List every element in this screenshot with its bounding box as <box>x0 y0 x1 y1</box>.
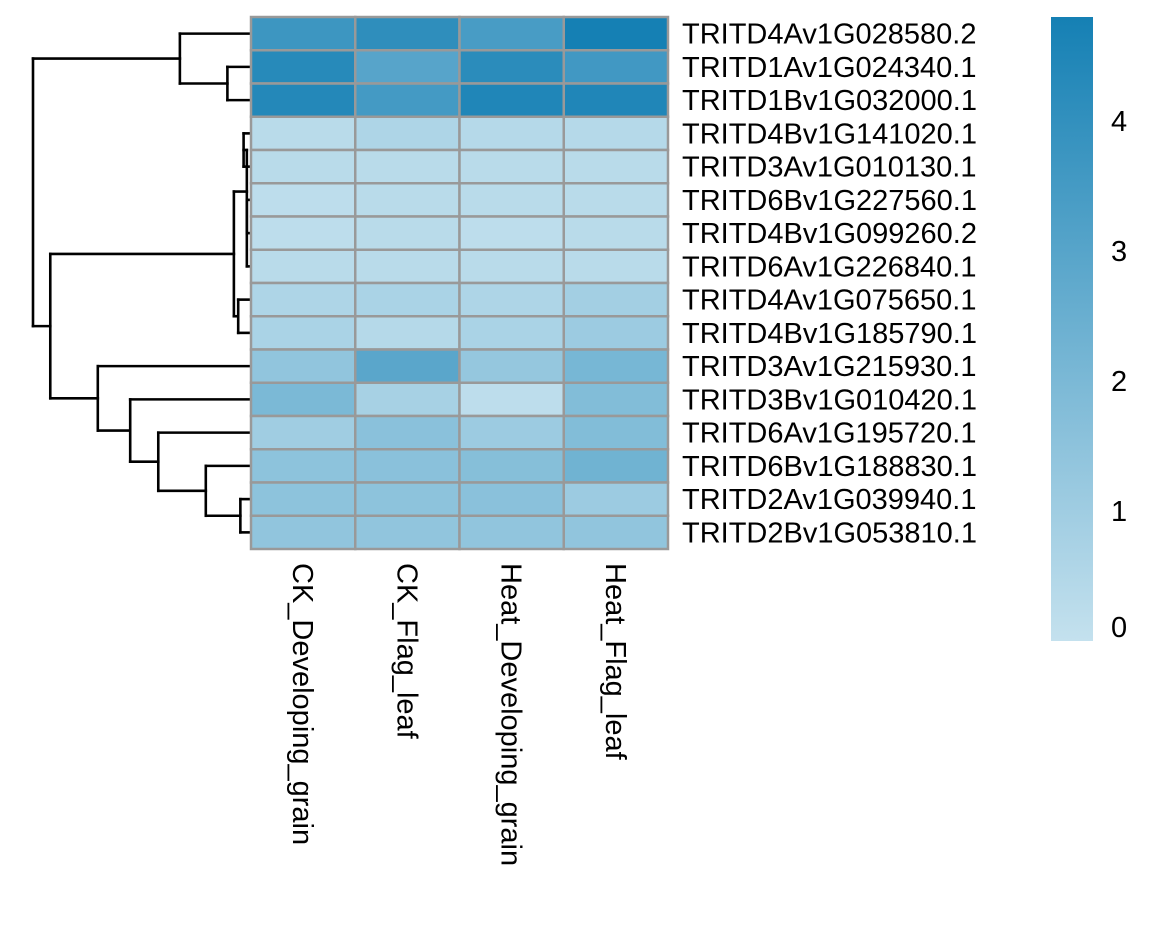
heatmap-cell <box>458 49 565 85</box>
heatmap-cell <box>458 148 565 185</box>
heatmap-cell <box>354 215 461 251</box>
heatmap-cell <box>249 281 357 318</box>
legend-color-bar <box>1051 17 1093 641</box>
heatmap-cell <box>458 115 565 152</box>
row-label: TRITD4Bv1G099260.2 <box>682 218 977 250</box>
column-labels: CK_Developing_grain CK_Flag_leaf Heat_Deve… <box>286 563 631 866</box>
row-label: TRITD4Bv1G185790.1 <box>682 318 977 350</box>
heatmap-cell <box>249 481 357 517</box>
heatmap-cell <box>249 448 357 484</box>
heatmap-cells <box>249 15 670 551</box>
heatmap-cell <box>562 481 670 517</box>
heatmap-cell <box>562 49 670 85</box>
heatmap-cell <box>562 381 670 418</box>
heatmap-cell <box>354 248 461 285</box>
heatmap-cell <box>249 514 357 551</box>
heatmap-cell <box>458 281 565 318</box>
row-labels: TRITD4Av1G028580.2TRITD1Av1G024340.1TRIT… <box>682 19 977 550</box>
heatmap-cell <box>458 215 565 251</box>
heatmap-cell <box>249 148 357 185</box>
heatmap-cell <box>354 414 461 451</box>
heatmap-cell <box>249 115 357 152</box>
heatmap-cell <box>249 248 357 285</box>
heatmap-cell <box>354 381 461 418</box>
heatmap-cell <box>562 215 670 251</box>
heatmap-cell <box>354 348 461 384</box>
row-label: TRITD6Av1G226840.1 <box>682 251 976 283</box>
heatmap-cell <box>562 182 670 218</box>
heatmap-cell <box>458 82 565 118</box>
heatmap-cell <box>458 381 565 418</box>
heatmap-cell <box>562 315 670 351</box>
heatmap-cell <box>354 82 461 118</box>
heatmap-cell <box>458 15 565 52</box>
heatmap-cell <box>562 148 670 185</box>
heatmap-cell <box>354 182 461 218</box>
heatmap-cell <box>354 115 461 152</box>
row-label: TRITD2Bv1G053810.1 <box>682 517 977 549</box>
heatmap-cell <box>458 248 565 285</box>
heatmap-cell <box>354 15 461 52</box>
heatmap-cell <box>458 348 565 384</box>
heatmap-cell <box>249 15 357 52</box>
heatmap-cell <box>562 248 670 285</box>
row-dendrogram <box>31 32 251 534</box>
heatmap-cell <box>458 315 565 351</box>
row-label: TRITD2Av1G039940.1 <box>682 484 976 516</box>
heatmap-cell <box>354 315 461 351</box>
column-label: CK_Developing_grain <box>286 563 318 845</box>
row-label: TRITD6Bv1G227560.1 <box>682 185 977 217</box>
heatmap-cell <box>354 448 461 484</box>
row-label: TRITD1Av1G024340.1 <box>682 52 976 84</box>
row-label: TRITD6Bv1G188830.1 <box>682 451 977 483</box>
heatmap-cell <box>354 148 461 185</box>
heatmap-cell <box>458 182 565 218</box>
row-label: TRITD1Bv1G032000.1 <box>682 85 977 117</box>
heatmap-cell <box>562 115 670 152</box>
heatmap-cell <box>354 481 461 517</box>
row-label: TRITD3Av1G010130.1 <box>682 152 976 184</box>
column-label: CK_Flag_leaf <box>390 563 422 740</box>
row-label: TRITD3Av1G215930.1 <box>682 351 976 383</box>
heatmap-cell <box>562 414 670 451</box>
heatmap-cell <box>458 414 565 451</box>
heatmap-cell <box>562 514 670 551</box>
row-label: TRITD4Bv1G141020.1 <box>682 118 977 150</box>
heatmap-cell <box>354 514 461 551</box>
heatmap-cell <box>249 82 357 118</box>
legend-tick-label: 3 <box>1111 236 1127 268</box>
heatmap-cell <box>562 448 670 484</box>
row-label: TRITD4Av1G075650.1 <box>682 285 976 317</box>
column-label: Heat_Flag_leaf <box>599 563 631 761</box>
heatmap-cell <box>562 281 670 318</box>
heatmap-cell <box>249 49 357 85</box>
heatmap-cell <box>249 414 357 451</box>
heatmap-cell <box>249 348 357 384</box>
heatmap-cell <box>249 315 357 351</box>
row-label: TRITD4Av1G028580.2 <box>682 19 976 51</box>
color-legend: 0 1 2 3 4 <box>1051 17 1127 644</box>
column-label: Heat_Developing_grain <box>495 563 527 866</box>
heatmap-cell <box>354 49 461 85</box>
heatmap-cell <box>458 514 565 551</box>
legend-tick-label: 1 <box>1111 496 1127 528</box>
legend-tick-label: 2 <box>1111 366 1127 398</box>
heatmap-cell <box>458 448 565 484</box>
heatmap-cell <box>458 481 565 517</box>
heatmap-cell <box>249 381 357 418</box>
row-label: TRITD6Av1G195720.1 <box>682 418 976 450</box>
heatmap-cell <box>562 348 670 384</box>
heatmap-cell <box>249 215 357 251</box>
legend-tick-label: 4 <box>1111 106 1127 138</box>
heatmap-cell <box>354 281 461 318</box>
heatmap-cell <box>562 15 670 52</box>
legend-tick-label: 0 <box>1111 612 1127 644</box>
heatmap-cell <box>249 182 357 218</box>
row-label: TRITD3Bv1G010420.1 <box>682 384 977 416</box>
heatmap-cell <box>562 82 670 118</box>
